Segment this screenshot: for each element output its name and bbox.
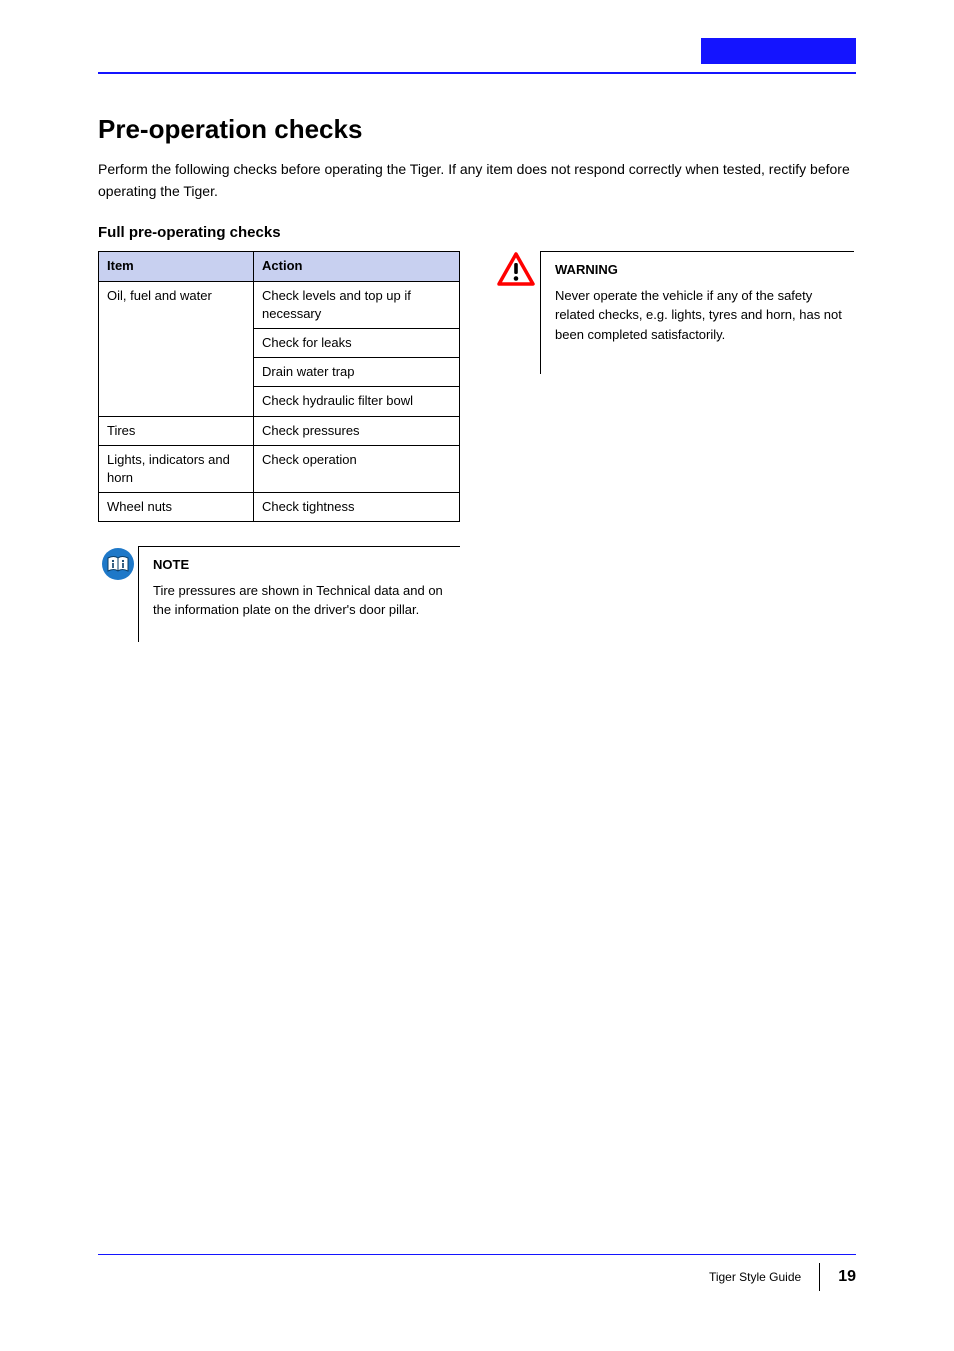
table-row: Tires Check pressures [99,416,460,445]
table-header-item: Item [99,252,254,281]
table-cell: Check hydraulic filter bowl [254,387,460,416]
left-column: Item Action Oil, fuel and water Check le… [98,251,460,641]
table-cell: Check operation [254,445,460,492]
right-column: WARNING Never operate the vehicle if any… [492,251,854,374]
page-number: 19 [838,1268,856,1286]
table-cell: Drain water trap [254,358,460,387]
table-header-action: Action [254,252,460,281]
footer-doc-title: Tiger Style Guide [709,1270,801,1284]
table-cell: Oil, fuel and water [99,281,254,416]
warning-title: WARNING [555,260,850,280]
open-book-icon [98,546,138,582]
note-title: NOTE [153,555,456,575]
warning-triangle-icon [492,251,540,287]
header-rule [98,72,856,74]
table-cell: Check tightness [254,493,460,522]
table-row: Wheel nuts Check tightness [99,493,460,522]
table-cell: Lights, indicators and horn [99,445,254,492]
table-row: Lights, indicators and horn Check operat… [99,445,460,492]
header-accent-box [701,38,856,64]
section-heading: Pre-operation checks [98,114,856,145]
footer-rule [98,1254,856,1255]
table-cell: Check pressures [254,416,460,445]
page-header [98,38,856,74]
table-cell: Check for leaks [254,328,460,357]
footer-separator [819,1263,820,1291]
table-cell: Tires [99,416,254,445]
page-footer: Tiger Style Guide 19 [98,1254,856,1291]
note-box: NOTE Tire pressures are shown in Technic… [98,546,460,642]
subheading: Full pre-operating checks [98,224,856,241]
warning-text: Never operate the vehicle if any of the … [555,286,850,345]
warning-box: WARNING Never operate the vehicle if any… [492,251,854,374]
table-row: Oil, fuel and water Check levels and top… [99,281,460,328]
table-cell: Wheel nuts [99,493,254,522]
note-text: Tire pressures are shown in Technical da… [153,581,456,620]
checks-table: Item Action Oil, fuel and water Check le… [98,251,460,522]
table-cell: Check levels and top up if necessary [254,281,460,328]
intro-paragraph: Perform the following checks before oper… [98,159,856,202]
